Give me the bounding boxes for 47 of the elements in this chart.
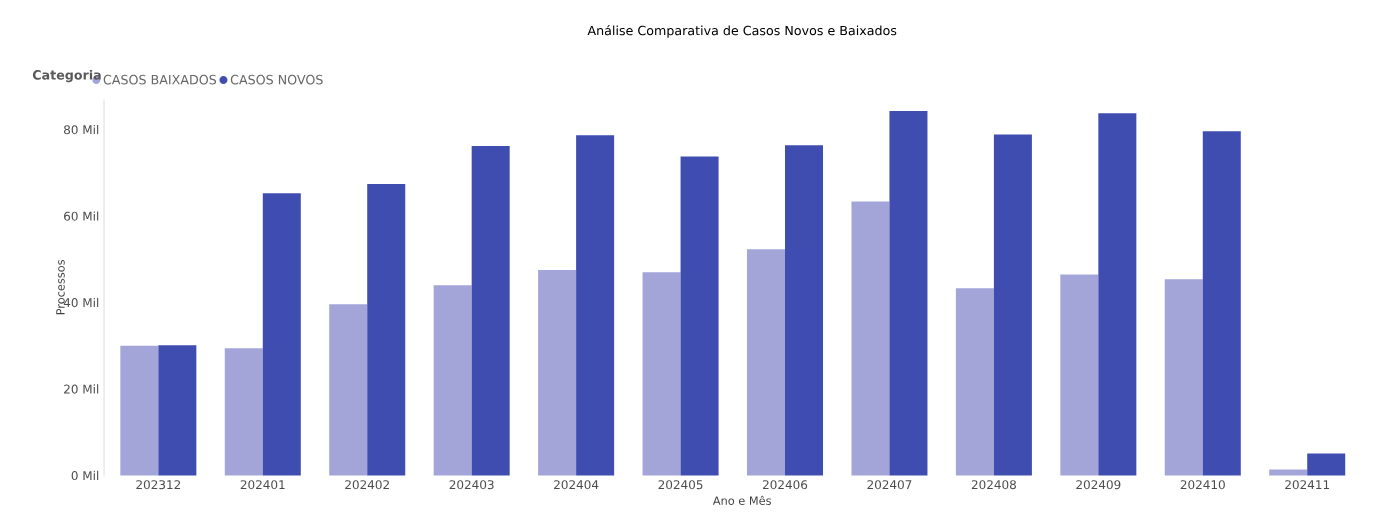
legend-label: CASOS NOVOS [230,74,323,85]
x-tick-label: 202409 [1076,479,1121,490]
x-tick-label: 202406 [762,479,808,490]
x-tick-label: 202312 [136,479,181,490]
bar [889,110,928,476]
x-tick-label: 202411 [1285,479,1330,490]
y-axis-title: Processos [56,259,65,314]
x-axis-title: Ano e Mês [712,495,771,505]
bar [538,269,577,476]
x-tick-label: 202401 [240,479,285,490]
bar [1098,112,1137,476]
legend-title: Categoria [32,69,101,83]
bar [224,348,263,476]
bar [993,134,1032,476]
bar [262,192,301,476]
bar [1269,469,1308,476]
x-tick-label: 202408 [971,479,1016,490]
x-tick-label: 202404 [554,479,599,490]
x-tick-label: 202407 [867,479,912,490]
bar [1164,278,1203,476]
bar [367,183,406,476]
legend-label: CASOS BAIXADOS [103,74,217,85]
bar [1060,274,1099,476]
bar [158,345,197,476]
x-tick-label: 202410 [1180,479,1225,490]
bar [576,135,615,476]
bar [120,345,159,476]
chart-title: Análise Comparativa de Casos Novos e Baixados [587,24,897,38]
x-tick-label: 202402 [345,479,389,490]
bar [433,285,472,476]
x-tick-label: 202403 [449,479,494,490]
bar [329,304,368,476]
y-tick-label: 20 Mil [64,384,99,394]
bar [851,201,890,476]
y-tick-label: 0 Mil [71,470,99,480]
y-tick-label: 60 Mil [64,211,99,221]
bar [471,145,510,476]
bar [955,288,994,476]
y-tick-label: 40 Mil [63,297,99,307]
bar [1202,131,1241,476]
x-tick-label: 202405 [658,479,703,490]
bar [642,272,681,476]
y-tick-label: 80 Mil [64,124,99,135]
bar [785,144,824,476]
bar [1307,453,1346,476]
bar [747,249,786,476]
bar [680,156,719,476]
